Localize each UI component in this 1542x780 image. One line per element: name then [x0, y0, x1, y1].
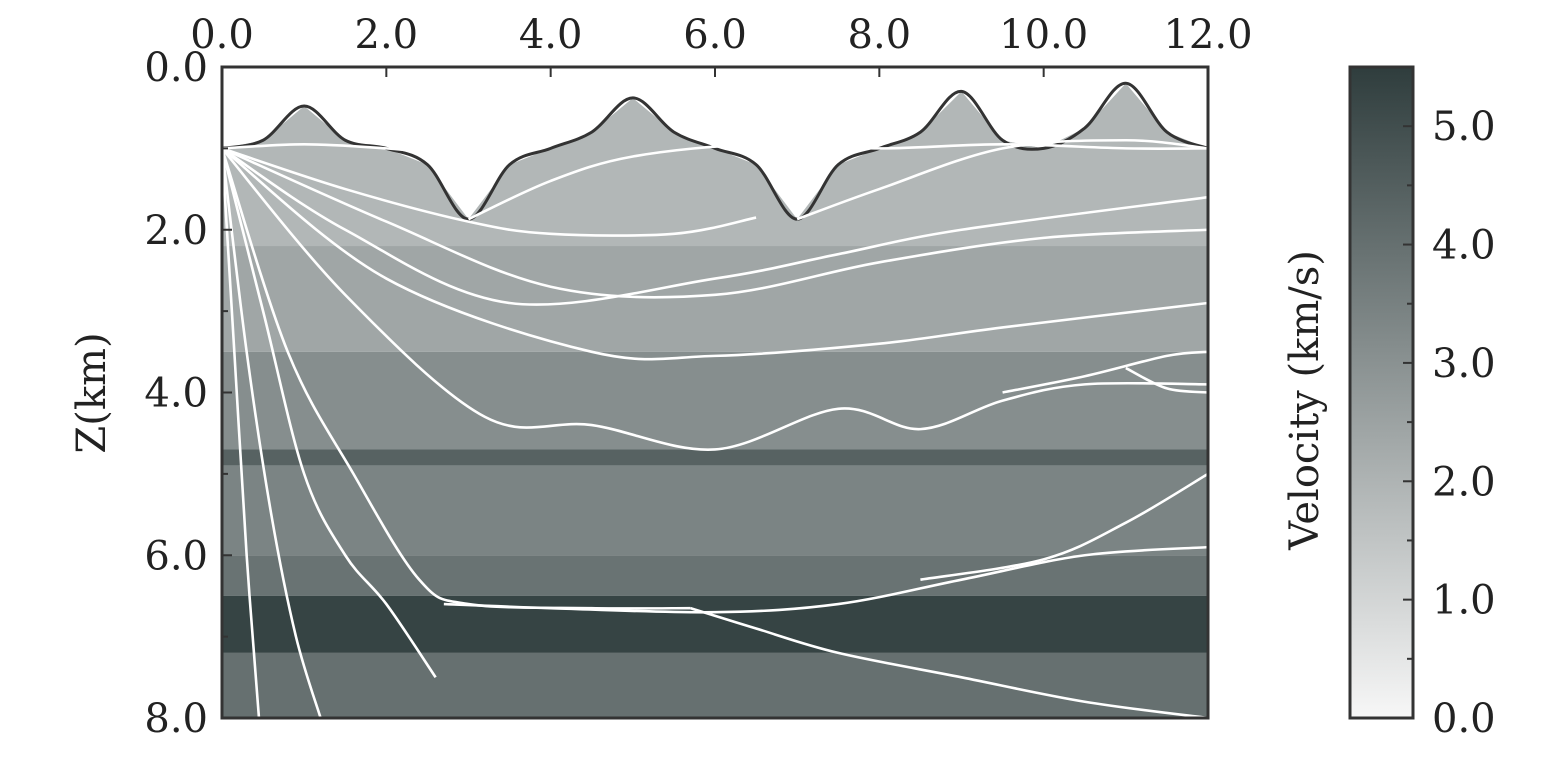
ray-path-6 — [222, 147, 1208, 451]
ray-path-14 — [443, 545, 1208, 614]
x-tick-label: 6.0 — [683, 12, 747, 58]
colorbar-tick-label: 5.0 — [1432, 104, 1496, 150]
y-axis-label: Z(km) — [69, 332, 115, 453]
colorbar-ticks: 0.0 1.0 2.0 3.0 4.0 5.0 — [1403, 104, 1496, 742]
colorbar-tick-label: 2.0 — [1432, 459, 1496, 505]
ray-path-11 — [222, 148, 322, 718]
x-axis-ticks: 0.0 2.0 4.0 6.0 8.0 10.0 12.0 — [190, 12, 1253, 77]
velocity-layer-8 — [222, 652, 1208, 718]
ray-path-12 — [222, 148, 261, 718]
ray-path-15 — [920, 472, 1208, 581]
ray-path-2 — [222, 147, 757, 237]
ray-path-7 — [467, 142, 1208, 221]
velocity-layer-2 — [222, 246, 1208, 352]
colorbar — [1348, 65, 1415, 720]
y-tick-label: 6.0 — [144, 533, 208, 579]
y-tick-label: 0.0 — [144, 45, 208, 91]
y-tick-label: 4.0 — [144, 371, 208, 417]
ray-path-10 — [222, 148, 437, 679]
velocity-layer-6 — [222, 555, 1208, 596]
y-axis-ticks: 0.0 2.0 4.0 6.0 8.0 — [144, 45, 232, 742]
velocity-layer-4 — [222, 449, 1208, 466]
velocity-layer-5 — [222, 465, 1208, 556]
y-tick-label: 8.0 — [144, 696, 208, 742]
x-tick-label: 8.0 — [848, 12, 912, 58]
colorbar-tick-label: 4.0 — [1432, 223, 1496, 269]
colorbar-tick-label: 3.0 — [1432, 341, 1496, 387]
velocity-layer-7 — [222, 595, 1208, 653]
x-tick-label: 12.0 — [1163, 12, 1252, 58]
ray-path-5 — [222, 147, 1208, 361]
air-region — [222, 67, 1208, 220]
colorbar-label: Velocity (km/s) — [1282, 250, 1328, 551]
ray-paths — [222, 138, 1208, 718]
ray-path-17 — [1125, 366, 1208, 394]
ray-path-16 — [1002, 350, 1208, 394]
x-tick-label: 4.0 — [519, 12, 583, 58]
near-surface-layer — [222, 83, 1208, 230]
x-tick-label: 2.0 — [355, 12, 419, 58]
colorbar-tick-label: 0.0 — [1432, 696, 1496, 742]
y-tick-label: 2.0 — [144, 208, 208, 254]
ray-path-1 — [222, 143, 428, 154]
ray-path-4 — [222, 147, 1208, 306]
ray-path-8 — [796, 138, 1208, 221]
ray-path-13 — [689, 606, 1208, 718]
x-tick-label: 0.0 — [190, 12, 254, 58]
colorbar-tick-label: 1.0 — [1432, 578, 1496, 624]
ray-path-9 — [222, 147, 691, 610]
velocity-layers — [222, 67, 1208, 718]
ray-path-3 — [222, 147, 1208, 299]
x-tick-label: 10.0 — [999, 12, 1088, 58]
velocity-layer-3 — [222, 351, 1208, 450]
